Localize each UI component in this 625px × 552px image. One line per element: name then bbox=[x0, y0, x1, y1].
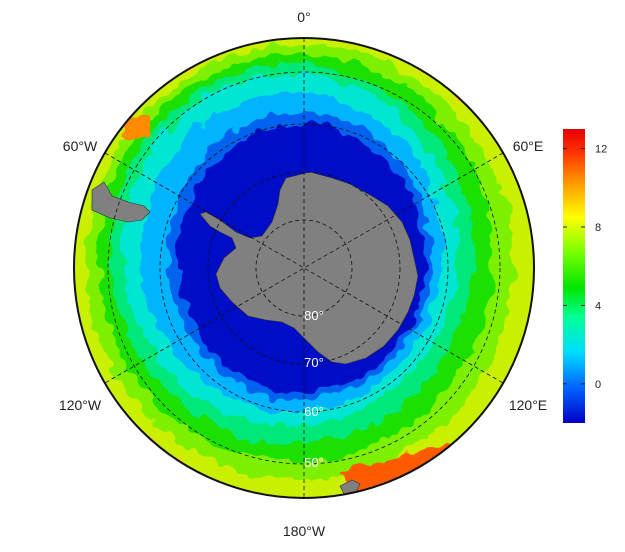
colorbar-gradient bbox=[563, 129, 585, 423]
colorbar-tick-label: 0 bbox=[595, 379, 601, 391]
antarctica-landmass bbox=[199, 171, 419, 365]
south-america-tip bbox=[91, 181, 151, 223]
lat-label-80: 80° bbox=[304, 308, 324, 323]
graticule bbox=[104, 38, 504, 498]
new-zealand-fragment bbox=[339, 479, 361, 495]
lat-label-70: 70° bbox=[304, 355, 324, 370]
lon-label-60e: 60°E bbox=[513, 138, 544, 154]
lon-label-120e: 120°E bbox=[509, 397, 547, 413]
colorbar: 12 8 4 0 bbox=[563, 129, 607, 423]
lon-label-120w: 120°W bbox=[59, 397, 102, 413]
colorbar-tick-label: 4 bbox=[595, 300, 601, 312]
map-boundary bbox=[73, 37, 535, 499]
lon-label-0: 0° bbox=[297, 9, 310, 25]
colorbar-ticks: 12 8 4 0 bbox=[563, 144, 607, 391]
colorbar-tick-label: 8 bbox=[595, 222, 601, 234]
lon-label-60w: 60°W bbox=[63, 138, 98, 154]
lat-label-60: 60° bbox=[304, 404, 324, 419]
lat-label-50: 50° bbox=[304, 455, 324, 470]
lon-label-180: 180°W bbox=[283, 523, 326, 539]
colorbar-tick-label: 12 bbox=[595, 144, 607, 156]
